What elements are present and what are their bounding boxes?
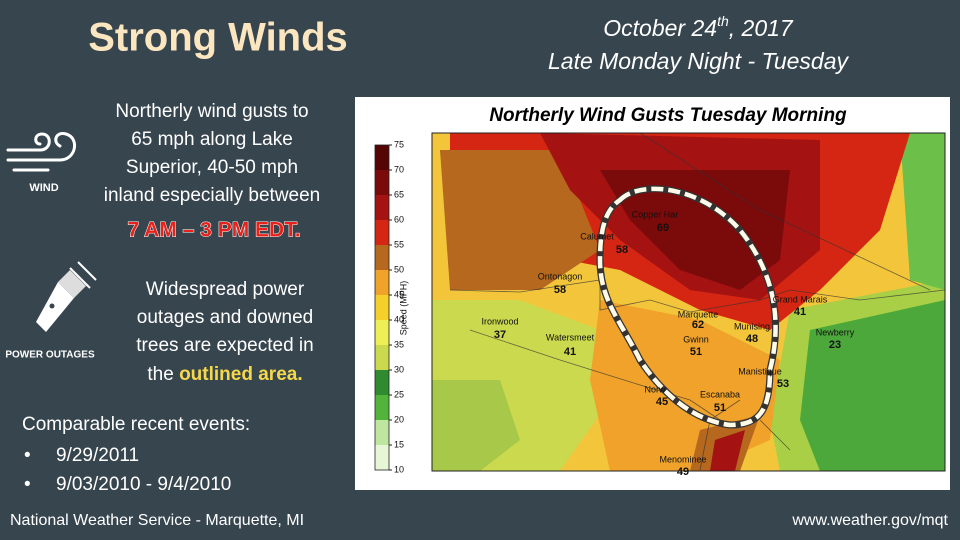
footer-left: National Weather Service - Marquette, MI	[10, 512, 304, 529]
colorbar-segment	[375, 270, 389, 295]
event-item: 9/29/2011	[56, 445, 139, 466]
city-name: Manistique	[738, 366, 782, 376]
wind-line: inland especially between	[104, 185, 321, 206]
city-gust: 41	[794, 306, 806, 318]
city-name: Grand Marais	[773, 294, 828, 304]
wind-time-highlight: 7 AM – 3 PM EDT.	[127, 219, 300, 242]
outage-line-start: the	[147, 364, 179, 385]
colorbar-segment	[375, 420, 389, 445]
colorbar-label: Speed (MPH)	[398, 281, 408, 336]
wind-line: Superior, 40-50 mph	[126, 157, 298, 178]
colorbar-tick-label: 35	[394, 339, 404, 349]
colorbar-tick-label: 25	[394, 389, 404, 399]
date-year: , 2017	[729, 15, 794, 41]
city-gust: 48	[746, 333, 758, 345]
colorbar-tick-label: 60	[394, 214, 404, 224]
city-gust: 58	[616, 244, 628, 256]
colorbar-segment	[375, 445, 389, 470]
colorbar-segment	[375, 345, 389, 370]
city-gust: 62	[692, 319, 704, 331]
event-item: 9/03/2010 - 9/4/2010	[56, 474, 231, 495]
date-suffix: th	[717, 13, 729, 29]
colorbar-segment	[375, 195, 389, 220]
date: October 24th, 2017	[603, 13, 794, 41]
colorbar-segment	[375, 220, 389, 245]
colorbar-tick-label: 30	[394, 364, 404, 374]
outage-icon-label: POWER OUTAGES	[5, 350, 95, 361]
city-name: Norw	[644, 384, 666, 394]
colorbar-tick-label: 45	[394, 289, 404, 299]
colorbar-segment	[375, 145, 389, 170]
colorbar-segment	[375, 370, 389, 395]
bullet: •	[24, 474, 31, 495]
colorbar-tick-label: 70	[394, 164, 404, 174]
outage-highlight: outlined area.	[179, 364, 303, 385]
footer-right: www.weather.gov/mqt	[791, 512, 948, 529]
city-name: Escanaba	[700, 389, 740, 399]
colorbar-tick-label: 65	[394, 189, 404, 199]
city-name: Newberry	[816, 327, 855, 337]
colorbar-tick-label: 40	[394, 314, 404, 324]
wind-line: 65 mph along Lake	[131, 129, 293, 150]
colorbar-tick-label: 20	[394, 414, 404, 424]
city-name: Copper Har	[632, 209, 679, 219]
colorbar-frame	[374, 144, 390, 471]
colorbar-tick-label: 55	[394, 239, 404, 249]
colorbar-segment	[375, 320, 389, 345]
outage-line: trees are expected in	[136, 335, 313, 356]
map	[432, 133, 945, 471]
city-name: Munising	[734, 321, 770, 331]
outage-line: the outlined area.	[147, 364, 302, 385]
city-name: Gwinn	[683, 334, 709, 344]
subtitle: Late Monday Night - Tuesday	[548, 48, 850, 74]
city-gust: 53	[777, 378, 789, 390]
colorbar-tick-label: 15	[394, 439, 404, 449]
colorbar-tick-label: 10	[394, 464, 404, 474]
colorbar-segment	[375, 170, 389, 195]
colorbar-tick-label: 75	[394, 139, 404, 149]
city-name: Calumet	[580, 231, 614, 241]
colorbar-segment	[375, 295, 389, 320]
city-gust: 69	[657, 222, 669, 234]
date-main: October 24	[603, 15, 717, 41]
wind-icon-label: WIND	[29, 182, 58, 194]
colorbar-tick-label: 50	[394, 264, 404, 274]
flashlight-icon	[36, 261, 97, 332]
wind-line: Northerly wind gusts to	[115, 101, 308, 122]
colorbar-segment	[375, 395, 389, 420]
city-gust: 23	[829, 339, 841, 351]
outage-line: Widespread power	[146, 279, 305, 300]
bullet: •	[24, 445, 31, 466]
city-name: Marquette	[678, 309, 719, 319]
city-gust: 58	[554, 284, 566, 296]
city-gust: 51	[714, 402, 726, 414]
map-frame	[431, 132, 946, 472]
slide-title: Strong Winds	[88, 16, 348, 60]
city-gust: 41	[564, 346, 576, 358]
city-name: Watersmeet	[546, 332, 595, 342]
city-gust: 45	[656, 396, 668, 408]
outage-line: outages and downed	[137, 307, 313, 328]
city-name: Ironwood	[481, 316, 518, 326]
city-name: Menominee	[659, 454, 706, 464]
colorbar-segment	[375, 245, 389, 270]
map-title: Northerly Wind Gusts Tuesday Morning	[489, 105, 847, 126]
city-gust: 37	[494, 329, 506, 341]
events-heading: Comparable recent events:	[22, 414, 250, 435]
city-gust: 49	[677, 466, 689, 478]
city-name: Ontonagon	[538, 271, 583, 281]
city-gust: 51	[690, 346, 702, 358]
wind-icon	[6, 132, 76, 172]
